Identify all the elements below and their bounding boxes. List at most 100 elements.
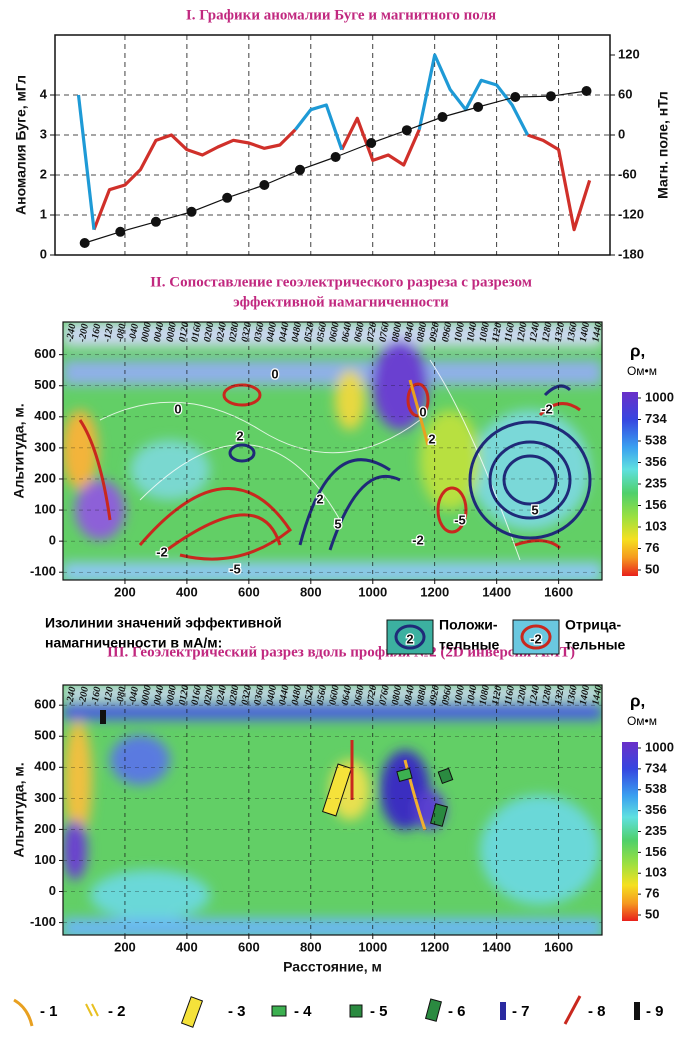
station-label: 0960 [440, 321, 454, 343]
y-tick-label: 400 [34, 408, 56, 423]
station-label: 0800 [390, 321, 404, 343]
colorbar-tick-label: 156 [645, 844, 667, 859]
station-label: 0720 [365, 321, 379, 343]
contour-label: 2 [316, 491, 323, 506]
station-label: -160 [89, 686, 103, 706]
station-label: 0360 [252, 321, 266, 343]
contour-label: -2 [541, 401, 553, 416]
x-tick-label: 1200 [420, 939, 449, 954]
data-point [150, 216, 161, 227]
station-label: 0440 [277, 684, 291, 706]
station-label: 0480 [290, 321, 304, 343]
legend-entry: - 8 [588, 1003, 606, 1020]
station-label: 0400 [265, 684, 279, 706]
colorbar-tick-label: 235 [645, 475, 667, 490]
data-point [437, 112, 448, 122]
y-tick-label: 2 [40, 166, 47, 181]
data-point [366, 138, 377, 148]
x-tick-label: 400 [176, 939, 198, 954]
data-point [115, 226, 126, 237]
colorbar-tick-label: 734 [645, 411, 667, 426]
chart-title: III. Геоэлектрический разрез вдоль профи… [107, 644, 575, 660]
contour-label: 2 [428, 431, 435, 446]
y2-tick-label: 0 [618, 126, 625, 141]
y-tick-label: 0 [49, 883, 56, 898]
x-tick-label: 1000 [358, 584, 387, 599]
y-tick-label: 4 [40, 86, 48, 101]
colorbar-tick-label: 156 [645, 497, 667, 512]
station-label: 0280 [227, 321, 241, 343]
colorbar-tick-label: 76 [645, 886, 659, 901]
resistivity-image [63, 322, 602, 580]
station-label: 0080 [165, 684, 179, 706]
y2-tick-label: 60 [618, 86, 632, 101]
colorbar-tick-label: 76 [645, 540, 659, 555]
station-label: 0600 [327, 321, 341, 343]
station-label: 0880 [415, 684, 429, 706]
station-label: 0920 [428, 321, 442, 343]
colorbar-tick-label: 235 [645, 823, 667, 838]
station-label: 0000 [140, 321, 154, 343]
legend-symbol: -2 [530, 631, 542, 646]
station-label: -120 [102, 686, 116, 706]
station-label: 0120 [177, 684, 191, 706]
station-label: 0960 [440, 684, 454, 706]
plot-frame [62, 321, 603, 581]
data-point [401, 125, 412, 136]
x-tick-label: 200 [114, 584, 136, 599]
series-line [76, 53, 530, 230]
station-label: 0560 [315, 321, 329, 343]
station-label: 0760 [377, 321, 391, 343]
x-axis-title: Расстояние, м [283, 959, 382, 975]
station-label: -120 [102, 323, 116, 343]
data-point [186, 206, 197, 217]
x-tick-label: 200 [114, 939, 136, 954]
station-label: 1160 [503, 685, 517, 706]
legend-entry: - 3 [228, 1003, 246, 1020]
station-label: -200 [77, 686, 91, 706]
station-label: 0200 [202, 684, 216, 706]
legend-entry: тельные [565, 637, 626, 653]
station-label: -240 [64, 323, 78, 343]
y-tick-label: 0 [49, 533, 56, 548]
contour-label: -5 [454, 512, 466, 527]
station-label: 1120 [490, 322, 504, 343]
station-label: 1200 [515, 684, 529, 706]
station-label: -080 [114, 686, 128, 706]
station-label: 1320 [553, 321, 567, 343]
contour-label: 0 [271, 366, 278, 381]
data-point [222, 192, 233, 203]
chart-title: I. Графики аномалии Буге и магнитного по… [186, 7, 496, 23]
station-label: 0880 [415, 321, 429, 343]
station-label: 0240 [215, 684, 229, 706]
station-label: 0680 [352, 321, 366, 343]
station-label: 0800 [390, 684, 404, 706]
colorbar-unit: Ом•м [627, 364, 657, 378]
station-label: 0160 [190, 321, 204, 343]
station-label: 1400 [578, 684, 592, 706]
colorbar-tick-label: 356 [645, 454, 667, 469]
y-tick-label: 200 [34, 470, 56, 485]
y-tick-label: 1 [40, 206, 47, 221]
station-label: 0040 [152, 684, 166, 706]
y-tick-label: 3 [40, 126, 47, 141]
station-label: 1320 [553, 684, 567, 706]
colorbar-label: ρ, [630, 341, 645, 360]
station-label: -040 [127, 686, 141, 706]
data-point [473, 102, 484, 112]
station-label: 0760 [377, 684, 391, 706]
contour-label: 2 [236, 428, 243, 443]
station-label: 0840 [403, 684, 417, 706]
station-label: 1160 [503, 322, 517, 343]
plot-frame [54, 34, 611, 256]
data-point [259, 180, 270, 190]
x-tick-label: 1400 [482, 584, 511, 599]
legend-entry: - 9 [646, 1003, 664, 1020]
legend-contour [394, 624, 426, 650]
y-tick-label: 200 [34, 821, 56, 836]
y-tick-label: 400 [34, 759, 56, 774]
data-point [330, 152, 341, 162]
station-label: 1400 [578, 321, 592, 343]
